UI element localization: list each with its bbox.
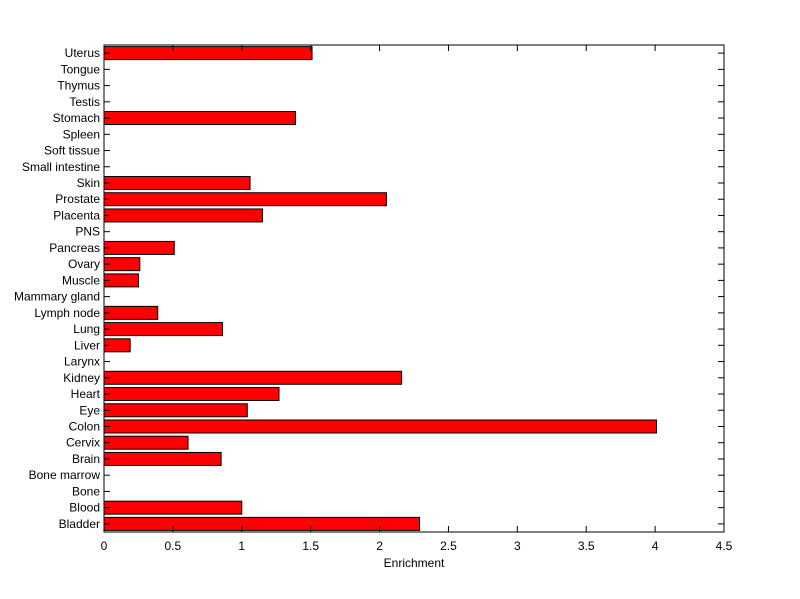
y-tick-label: Tongue (61, 62, 101, 76)
axes (103, 44, 725, 533)
bar-heart (103, 387, 280, 402)
bar-blood (103, 500, 243, 515)
x-tick-label: 4 (652, 539, 659, 553)
y-tick-label: Uterus (65, 46, 100, 60)
bar-pancreas (103, 240, 175, 255)
x-tick-label: 2.5 (440, 539, 457, 553)
y-tick-label: Colon (69, 419, 100, 433)
y-tick-label: Eye (79, 403, 100, 417)
y-tick-label: Muscle (62, 273, 100, 287)
bar-stomach (103, 111, 297, 126)
x-tick-label: 0 (101, 539, 108, 553)
bar-uterus (103, 46, 313, 61)
bar-lymph-node (103, 305, 159, 320)
x-tick-label: 3 (514, 539, 521, 553)
y-tick-label: Placenta (53, 208, 100, 222)
bar-placenta (103, 208, 263, 223)
x-axis-label: Enrichment (384, 556, 445, 570)
y-tick-label: Bladder (59, 517, 100, 531)
ticks (103, 45, 725, 532)
y-tick-label: Heart (71, 387, 101, 401)
y-tick-label: Lymph node (34, 306, 100, 320)
x-tick-label: 1.5 (302, 539, 319, 553)
bar-skin (103, 175, 251, 190)
y-tick-label: Stomach (53, 111, 100, 125)
plot-frame (103, 44, 725, 533)
y-tick-label: Blood (69, 501, 100, 515)
x-tick-label: 3.5 (578, 539, 595, 553)
bar-cervix (103, 435, 189, 450)
y-tick-label: Spleen (63, 127, 100, 141)
y-tick-label: Small intestine (22, 160, 100, 174)
y-tick-label: Mammary gland (14, 290, 100, 304)
y-tick-label: Bone (72, 484, 100, 498)
y-tick-label: Kidney (63, 371, 100, 385)
y-tick-label: Thymus (57, 79, 100, 93)
bar-bladder (103, 516, 421, 531)
y-tick-label: Lung (73, 322, 100, 336)
x-tick-label: 2 (376, 539, 383, 553)
y-tick-label: Liver (74, 338, 100, 352)
bar-kidney (103, 370, 403, 385)
x-tick-label: 1 (238, 539, 245, 553)
y-tick-label: Bone marrow (29, 468, 101, 482)
bar-colon (103, 419, 657, 434)
tick-labels: 0 0.5 1 1.5 2 2.5 3 3.5 4 4.5 Bladder Blood Bone Bone… (14, 46, 733, 553)
y-tick-label: PNS (75, 225, 100, 239)
bar-brain (103, 451, 222, 466)
y-tick-label: Brain (72, 452, 100, 466)
x-tick-label: 0.5 (165, 539, 182, 553)
y-tick-label: Larynx (64, 355, 100, 369)
y-tick-label: Cervix (66, 436, 100, 450)
y-tick-label: Ovary (68, 257, 100, 271)
x-tick-label: 4.5 (716, 539, 733, 553)
bar-prostate (103, 192, 387, 207)
y-tick-label: Skin (77, 176, 100, 190)
bar-lung (103, 322, 223, 337)
bar-eye (103, 403, 248, 418)
y-tick-label: Testis (69, 95, 100, 109)
y-tick-label: Soft tissue (44, 144, 100, 158)
y-tick-label: Pancreas (49, 241, 100, 255)
y-tick-label: Prostate (55, 192, 100, 206)
